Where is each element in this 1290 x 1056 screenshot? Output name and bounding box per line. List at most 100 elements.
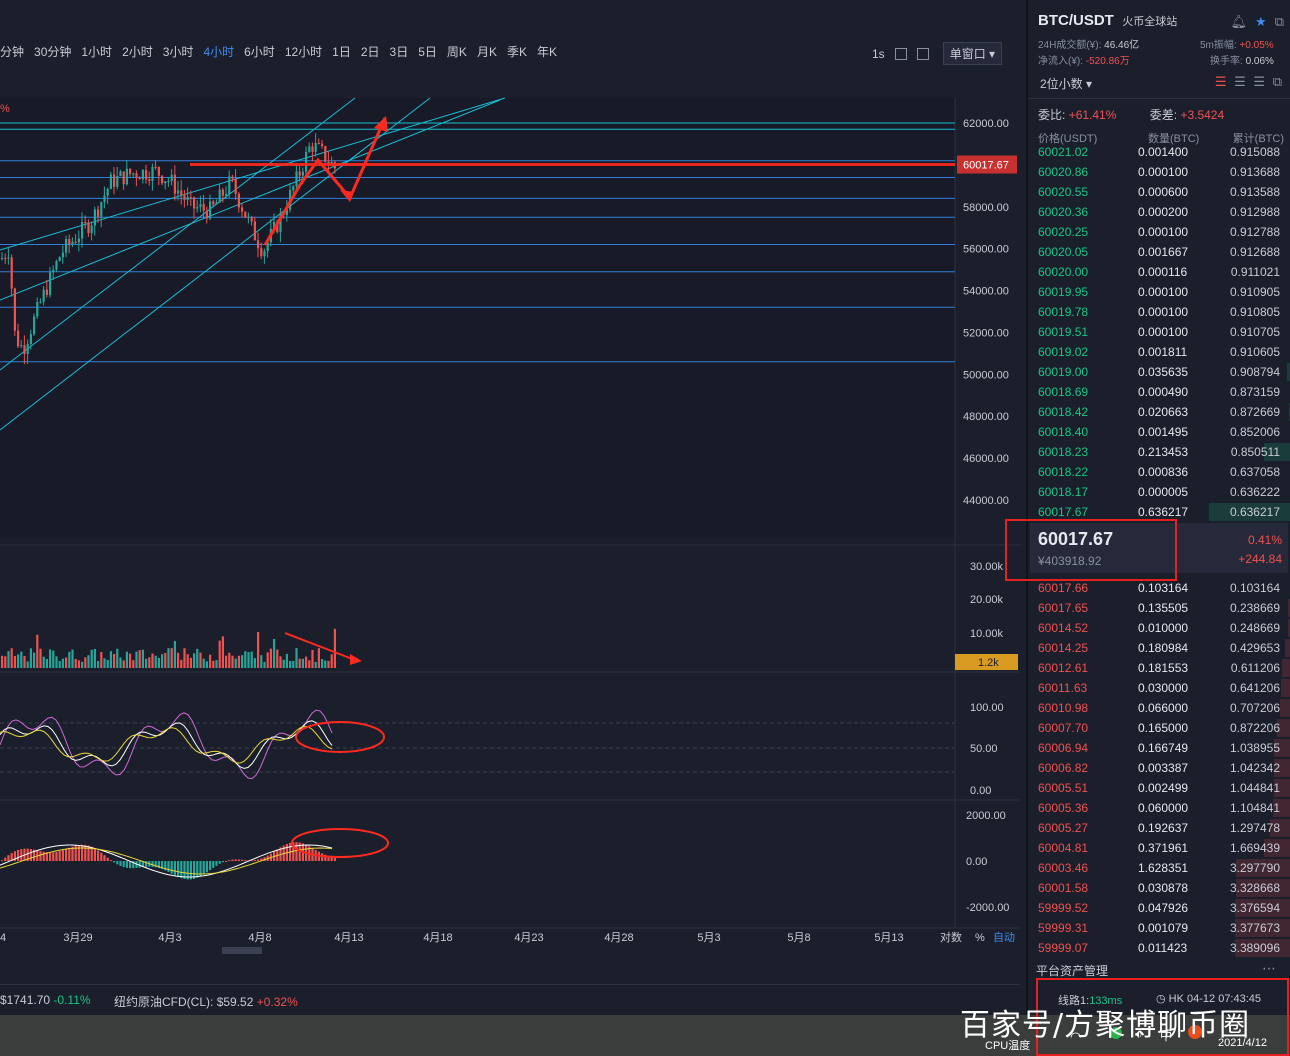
y-tick-label: 62000.00: [963, 118, 1009, 130]
order-row[interactable]: 60020.36 0.000200 0.912988: [1028, 202, 1290, 222]
order-row[interactable]: 60019.95 0.000100 0.910905: [1028, 282, 1290, 302]
volume-bar: [228, 652, 231, 668]
timeframe-14[interactable]: 季K: [506, 44, 527, 59]
timeframe-1[interactable]: 30分钟: [34, 44, 72, 59]
timeframe-10[interactable]: 3日: [389, 44, 409, 59]
order-row[interactable]: 59999.31 0.001079 3.377673: [1028, 918, 1290, 938]
order-row[interactable]: 60010.98 0.066000 0.707206: [1028, 698, 1290, 718]
volume-bar: [311, 649, 314, 668]
axis-control-1[interactable]: %: [975, 932, 985, 944]
order-price: 60018.23: [1038, 445, 1089, 459]
timeframe-3[interactable]: 2小时: [122, 44, 153, 59]
interval-label[interactable]: 1s: [872, 46, 885, 61]
timeframe-2[interactable]: 1小时: [81, 44, 113, 59]
more-icon[interactable]: ⋯: [1262, 960, 1276, 976]
order-row[interactable]: 60018.17 0.000005 0.636222: [1028, 482, 1290, 502]
order-row[interactable]: 60011.63 0.030000 0.641206: [1028, 678, 1290, 698]
popout-icon[interactable]: [916, 47, 929, 60]
timeframe-7[interactable]: 12小时: [284, 44, 323, 59]
volume-icon[interactable]: 🔉︎: [1135, 1027, 1143, 1041]
wifi-icon[interactable]: ◠: [1070, 1029, 1082, 1044]
order-row[interactable]: 60018.23 0.213453 0.850511: [1028, 442, 1290, 462]
candle-body: [10, 257, 13, 289]
timeframe-4[interactable]: 3小时: [162, 44, 194, 59]
order-row[interactable]: 60018.40 0.001495 0.852006: [1028, 422, 1290, 442]
volume-bar: [109, 651, 112, 668]
order-row[interactable]: 60017.65 0.135505 0.238669: [1028, 598, 1290, 618]
app-tray-icon[interactable]: [1188, 1025, 1202, 1039]
ticker-item-1[interactable]: $1741.70 -0.11%: [0, 993, 91, 1007]
order-row[interactable]: 60017.67 0.636217 0.636217: [1028, 502, 1290, 522]
order-row[interactable]: 60006.94 0.166749 1.038955: [1028, 738, 1290, 758]
order-row[interactable]: 60018.42 0.020663 0.872669: [1028, 402, 1290, 422]
order-row[interactable]: 60006.82 0.003387 1.042342: [1028, 758, 1290, 778]
popout-icon[interactable]: ⧉: [1272, 74, 1282, 89]
timeframe-5[interactable]: 4小时: [203, 44, 235, 59]
asks-icon[interactable]: ☰: [1253, 74, 1266, 89]
macd-histogram-bar: [103, 855, 106, 861]
order-row[interactable]: 60020.00 0.000116 0.911021: [1028, 262, 1290, 282]
timeframe-9[interactable]: 2日: [360, 44, 380, 59]
axis-control-0[interactable]: 对数: [940, 930, 962, 944]
timeframe-0[interactable]: 分钟: [0, 44, 25, 59]
order-row[interactable]: 60019.00 0.035635 0.908794: [1028, 362, 1290, 382]
order-row[interactable]: 60021.02 0.001400 0.915088: [1028, 142, 1290, 162]
order-row[interactable]: 60020.25 0.000100 0.912788: [1028, 222, 1290, 242]
decimals-dropdown[interactable]: 2位小数 ▾: [1040, 77, 1093, 91]
order-row[interactable]: 60003.46 1.628351 3.297790: [1028, 858, 1290, 878]
order-row[interactable]: 59999.52 0.047926 3.376594: [1028, 898, 1290, 918]
order-row[interactable]: 60020.05 0.001667 0.912688: [1028, 242, 1290, 262]
order-cum: 0.429653: [1229, 641, 1280, 655]
order-row[interactable]: 60020.86 0.000100 0.913688: [1028, 162, 1290, 182]
ime-icon[interactable]: 中: [1160, 1029, 1173, 1043]
order-row[interactable]: 60020.55 0.000600 0.913588: [1028, 182, 1290, 202]
bell-icon[interactable]: 🔔︎: [1230, 14, 1248, 29]
timeframe-8[interactable]: 1日: [332, 44, 351, 59]
order-row[interactable]: 59999.07 0.011423 3.389096: [1028, 938, 1290, 958]
order-row[interactable]: 60004.81 0.371961 1.669439: [1028, 838, 1290, 858]
order-row[interactable]: 60018.22 0.000836 0.637058: [1028, 462, 1290, 482]
order-row[interactable]: 60001.58 0.030878 3.328668: [1028, 878, 1290, 898]
order-row[interactable]: 60012.61 0.181553 0.611206: [1028, 658, 1290, 678]
order-row[interactable]: 60007.70 0.165000 0.872206: [1028, 718, 1290, 738]
order-row[interactable]: 60017.66 0.103164 0.103164: [1028, 578, 1290, 598]
fullscreen-icon[interactable]: [894, 47, 907, 60]
macd-histogram-bar: [42, 851, 45, 861]
order-row[interactable]: 60019.02 0.001811 0.910605: [1028, 342, 1290, 362]
pair-name[interactable]: BTC/USDT: [1038, 12, 1114, 29]
wechat-icon[interactable]: [1110, 1027, 1122, 1039]
order-row[interactable]: 60019.51 0.000100 0.910705: [1028, 322, 1290, 342]
ticker-item-2[interactable]: 纽约原油CFD(CL): $59.52 +0.32%: [114, 993, 298, 1010]
window-mode-dropdown[interactable]: 单窗口 ▾: [942, 42, 1003, 65]
connection-line[interactable]: 线路1:133ms: [1058, 992, 1122, 1008]
popout-icon[interactable]: ⧉: [1274, 14, 1284, 29]
order-qty: 0.002499: [1138, 781, 1189, 795]
candle-body: [116, 176, 119, 187]
order-row[interactable]: 60005.27 0.192637 1.297478: [1028, 818, 1290, 838]
order-row[interactable]: 60005.51 0.002499 1.044841: [1028, 778, 1290, 798]
timeframe-12[interactable]: 周K: [446, 44, 467, 59]
order-row[interactable]: 60019.78 0.000100 0.910805: [1028, 302, 1290, 322]
order-qty: 0.030878: [1138, 881, 1189, 895]
bids-icon[interactable]: ☰: [1234, 74, 1246, 89]
asset-mgmt-label[interactable]: 平台资产管理: [1036, 964, 1109, 978]
order-row[interactable]: 60014.52 0.010000 0.248669: [1028, 618, 1290, 638]
macd-histogram-bar: [183, 861, 186, 880]
chart-toolbar: 分钟 30分钟 1小时 2小时 3小时 4小时 6小时 12小时 1日 2日 3日 5日 周K 月K 季K 年…: [0, 0, 1020, 100]
volume-bar: [103, 658, 106, 668]
order-row[interactable]: 60014.25 0.180984 0.429653: [1028, 638, 1290, 658]
star-icon[interactable]: ★: [1255, 14, 1267, 29]
timeframe-11[interactable]: 5日: [418, 44, 437, 59]
order-row[interactable]: 60018.69 0.000490 0.873159: [1028, 382, 1290, 402]
timeframe-6[interactable]: 6小时: [244, 44, 275, 59]
price-chart[interactable]: 62000.00 58000.00 56000.00 54000.00 52000.00…: [0, 0, 1020, 984]
volume-bar: [218, 640, 221, 668]
volume-bar: [87, 655, 90, 668]
axis-control-2[interactable]: 自动: [993, 931, 1015, 944]
candle-body: [36, 302, 39, 317]
timeframe-13[interactable]: 月K: [476, 44, 497, 59]
candle-body: [295, 171, 298, 187]
order-row[interactable]: 60005.36 0.060000 1.104841: [1028, 798, 1290, 818]
both-sides-icon[interactable]: ☰: [1214, 74, 1227, 89]
timeframe-15[interactable]: 年K: [536, 44, 557, 59]
